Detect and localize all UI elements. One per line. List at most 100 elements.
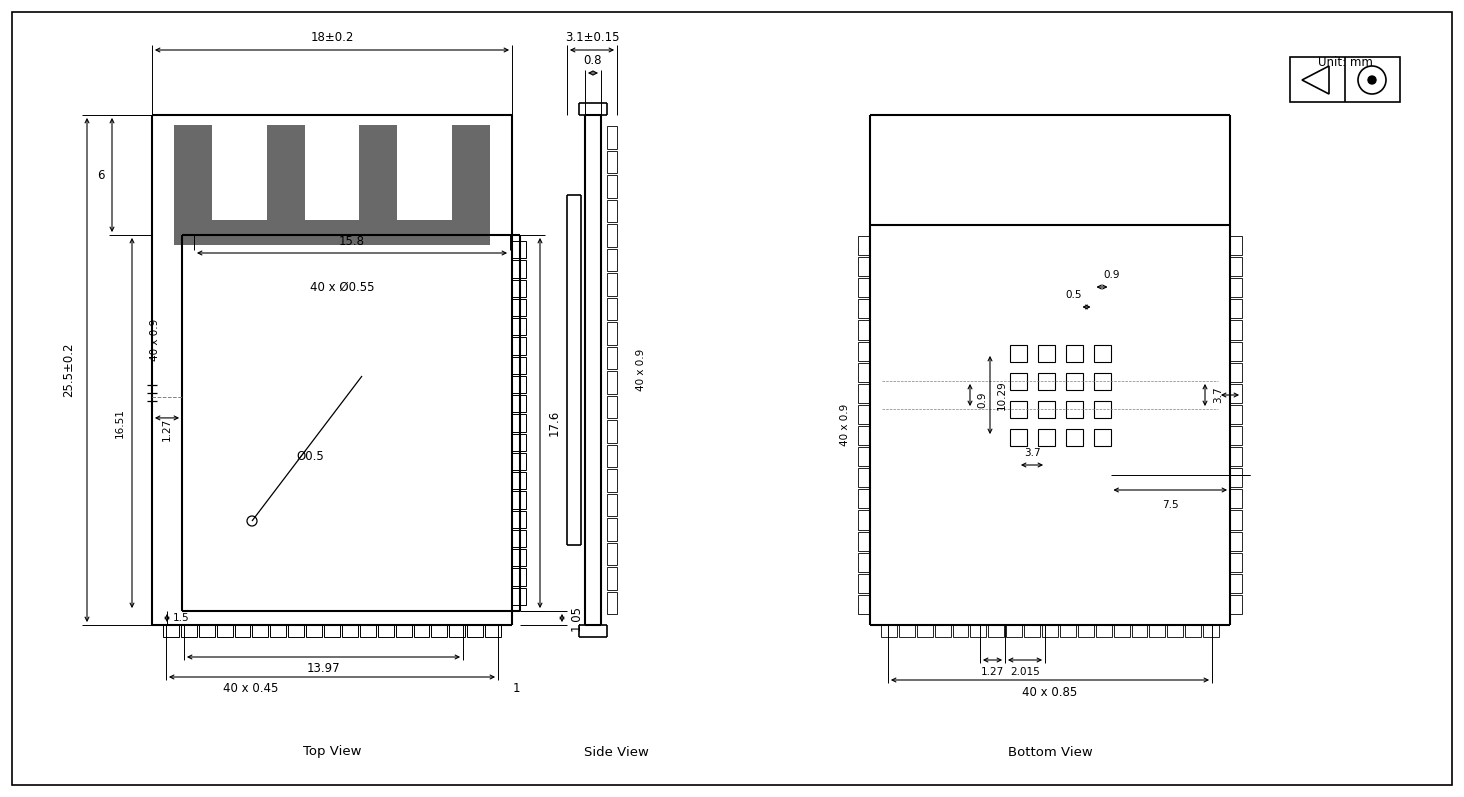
Bar: [899, 625, 915, 637]
Text: 40 x 0.45: 40 x 0.45: [224, 682, 278, 696]
Bar: [1010, 372, 1026, 390]
Bar: [163, 625, 179, 637]
Bar: [1010, 401, 1026, 418]
Bar: [1066, 372, 1082, 390]
Bar: [1230, 552, 1241, 571]
Bar: [858, 257, 870, 277]
Bar: [608, 591, 616, 614]
Bar: [512, 434, 526, 451]
Bar: [306, 625, 322, 637]
Bar: [1038, 429, 1054, 446]
Bar: [1025, 625, 1039, 637]
Bar: [608, 445, 616, 467]
Bar: [858, 468, 870, 487]
Bar: [1006, 625, 1022, 637]
Bar: [1230, 363, 1241, 382]
Bar: [1066, 401, 1082, 418]
Bar: [252, 625, 268, 637]
Bar: [452, 125, 490, 220]
Bar: [512, 318, 526, 336]
Bar: [858, 552, 870, 571]
Bar: [608, 151, 616, 173]
Bar: [1230, 595, 1241, 614]
Bar: [1010, 429, 1026, 446]
Bar: [1230, 574, 1241, 593]
Bar: [608, 297, 616, 320]
Bar: [858, 363, 870, 382]
Text: Ø0.5: Ø0.5: [296, 450, 324, 462]
Text: 3.7: 3.7: [1023, 448, 1041, 458]
Bar: [512, 261, 526, 277]
Bar: [343, 625, 357, 637]
Bar: [608, 371, 616, 394]
Bar: [378, 625, 394, 637]
Bar: [858, 595, 870, 614]
Text: 2.015: 2.015: [1010, 667, 1039, 677]
Text: 1.05: 1.05: [569, 605, 583, 631]
Text: 1.5: 1.5: [173, 613, 189, 623]
Bar: [858, 574, 870, 593]
Bar: [858, 320, 870, 340]
Bar: [360, 625, 376, 637]
Text: 7.5: 7.5: [1162, 500, 1179, 510]
Bar: [1167, 625, 1183, 637]
Bar: [512, 376, 526, 393]
Bar: [1230, 257, 1241, 277]
Bar: [608, 493, 616, 516]
Bar: [1230, 447, 1241, 466]
Text: 0.9: 0.9: [1104, 270, 1120, 280]
Text: 3.1±0.15: 3.1±0.15: [565, 30, 619, 44]
Bar: [512, 453, 526, 470]
Bar: [395, 625, 411, 637]
Bar: [608, 347, 616, 369]
Bar: [512, 472, 526, 489]
Bar: [858, 532, 870, 551]
Text: 6: 6: [97, 168, 105, 182]
Bar: [608, 249, 616, 271]
Text: 40 x 0.9: 40 x 0.9: [149, 319, 160, 361]
Text: 0.5: 0.5: [1066, 290, 1082, 300]
Text: 13.97: 13.97: [306, 662, 340, 676]
Bar: [1203, 625, 1220, 637]
Bar: [1290, 57, 1400, 102]
Bar: [174, 125, 189, 245]
Bar: [988, 625, 1004, 637]
Bar: [1230, 300, 1241, 319]
Bar: [858, 384, 870, 403]
Bar: [1066, 344, 1082, 362]
Bar: [1230, 510, 1241, 529]
Bar: [971, 625, 987, 637]
Bar: [182, 625, 196, 637]
Bar: [953, 625, 969, 637]
Bar: [1095, 625, 1111, 637]
Text: 3.7: 3.7: [1214, 387, 1222, 403]
Bar: [512, 337, 526, 355]
Text: 25.5±0.2: 25.5±0.2: [63, 343, 76, 397]
Bar: [1230, 426, 1241, 445]
Bar: [512, 530, 526, 548]
Bar: [512, 280, 526, 296]
Bar: [608, 273, 616, 296]
Bar: [324, 625, 340, 637]
Text: 40 x 0.9: 40 x 0.9: [840, 404, 851, 446]
Bar: [413, 625, 429, 637]
Bar: [1066, 429, 1082, 446]
Text: Side View: Side View: [584, 745, 649, 759]
Text: 1.27: 1.27: [981, 667, 1004, 677]
Bar: [512, 492, 526, 508]
Bar: [1038, 401, 1054, 418]
Text: 18±0.2: 18±0.2: [310, 30, 354, 44]
Bar: [858, 278, 870, 297]
Bar: [288, 625, 305, 637]
Text: 40 x Ø0.55: 40 x Ø0.55: [310, 281, 375, 293]
Text: 15.8: 15.8: [340, 234, 365, 248]
Bar: [1230, 489, 1241, 508]
Bar: [467, 625, 483, 637]
Bar: [271, 625, 287, 637]
Bar: [1094, 401, 1111, 418]
Bar: [1230, 278, 1241, 297]
Bar: [512, 414, 526, 432]
Text: 10.29: 10.29: [997, 380, 1007, 410]
Bar: [608, 224, 616, 246]
Bar: [1149, 625, 1165, 637]
